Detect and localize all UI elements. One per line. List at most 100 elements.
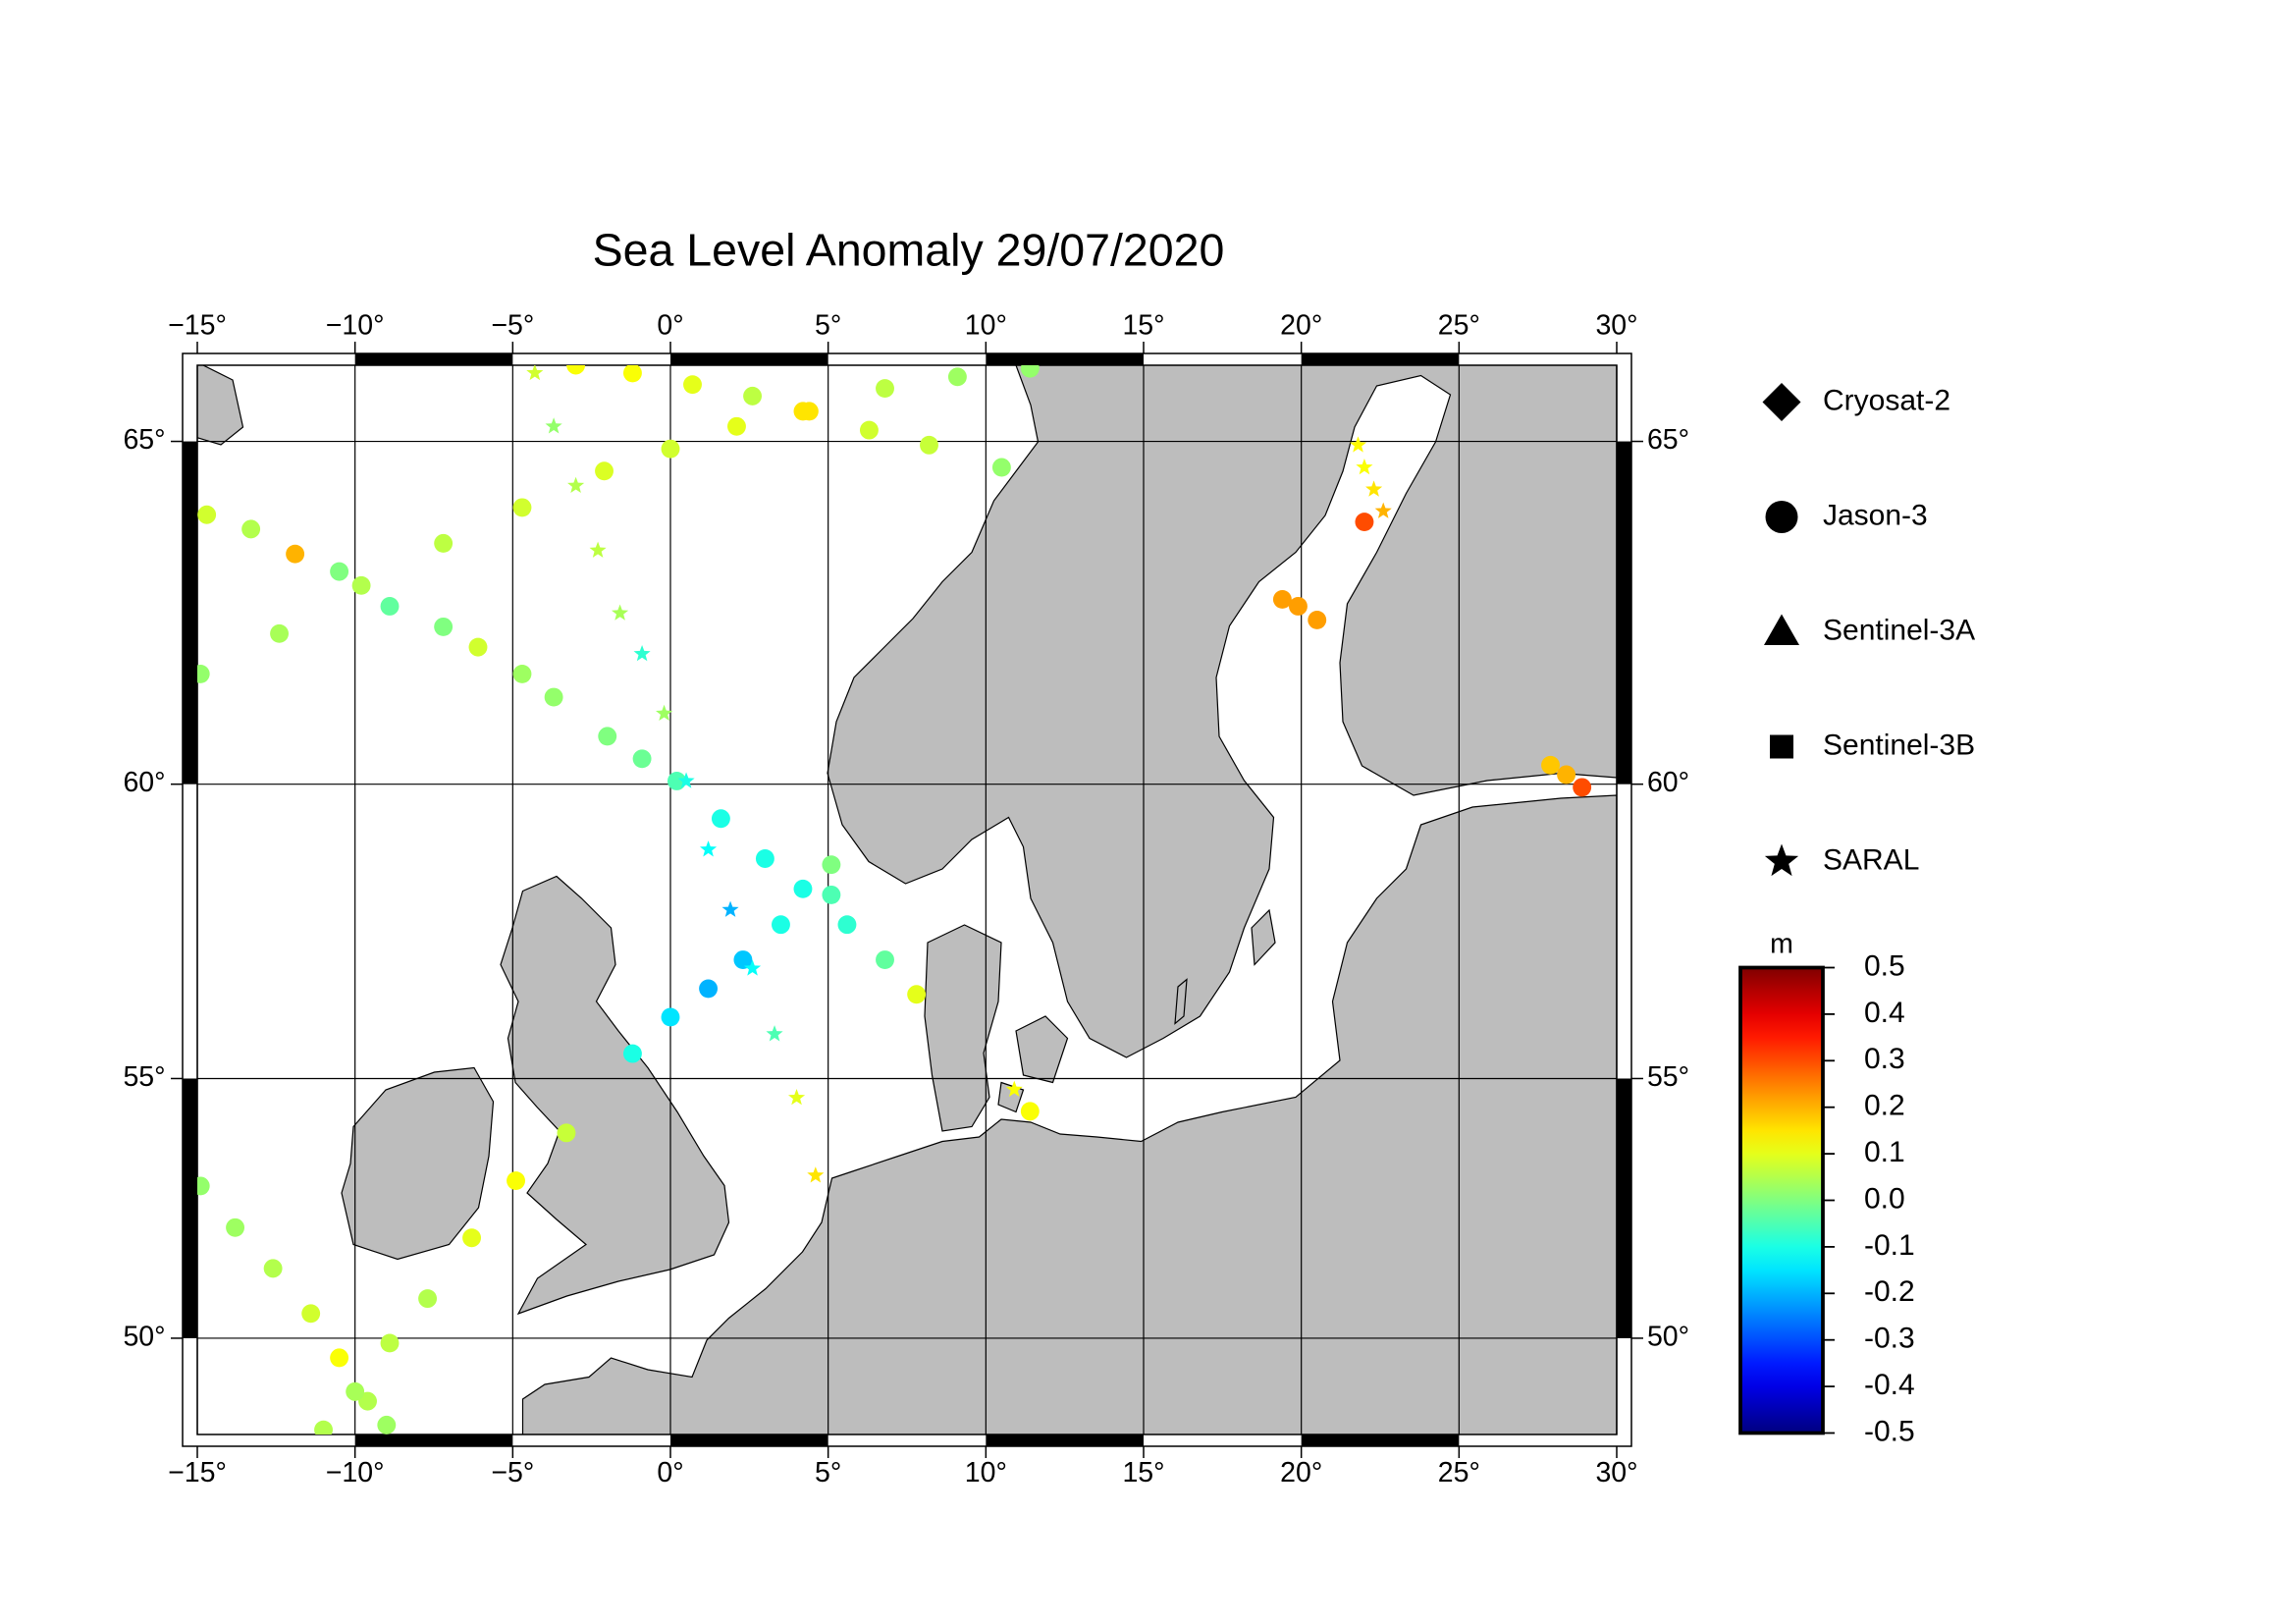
land-jutland [924, 924, 1002, 1132]
x-tick-label: 25° [1438, 310, 1480, 342]
circle-point [512, 498, 532, 517]
circle-point [598, 727, 617, 746]
x-tick-label: −15° [168, 1457, 227, 1488]
x-tick-label: 10° [965, 310, 1007, 342]
circle-point [330, 1348, 349, 1368]
circle-point [793, 879, 813, 898]
y-tick-label: 55° [1647, 1061, 1689, 1093]
circle-point [876, 950, 894, 969]
circle-point [699, 979, 719, 999]
circle-point [351, 575, 371, 595]
circle-point [557, 1123, 576, 1143]
star-point [633, 644, 651, 662]
star-point [589, 541, 607, 558]
star-point [526, 365, 544, 381]
legend-symbol [1762, 383, 1801, 421]
circle-point [286, 544, 305, 564]
circle-point [1272, 589, 1292, 609]
legend-symbol [1765, 501, 1798, 533]
circle-point [622, 365, 642, 383]
circle-point [772, 915, 790, 935]
land-ireland [341, 1066, 495, 1261]
colorbar-tick-label: 0.1 [1864, 1136, 1905, 1168]
frame-bar [354, 353, 513, 365]
colorbar-tick-label: -0.4 [1864, 1369, 1915, 1401]
circle-point [743, 386, 762, 406]
circle-point [920, 435, 938, 455]
circle-point [632, 749, 652, 769]
x-tick-label: 0° [657, 310, 683, 342]
circle-point [1308, 610, 1327, 629]
circle-point [512, 664, 532, 683]
circle-point [755, 849, 774, 868]
circle-point [314, 1420, 333, 1434]
y-tick-label: 65° [1647, 424, 1689, 456]
star-point [807, 1166, 825, 1183]
circle-point [544, 687, 563, 707]
x-tick-label: 15° [1122, 1457, 1164, 1488]
circle-point [1557, 765, 1576, 784]
x-tick-label: 30° [1595, 310, 1637, 342]
circle-point [468, 637, 488, 657]
land-zealand [1015, 1015, 1069, 1084]
land-gotland [1251, 908, 1276, 966]
circle-point [822, 885, 841, 904]
colorbar: m 0.5 0.4 0.3 0.2 0.1 0.0 -0.1 -0.2 -0.3 -0.4 -0.5 [1738, 929, 1915, 1447]
star-point [1356, 459, 1373, 475]
circle-point [380, 1333, 400, 1353]
colorbar-tick-label: -0.1 [1864, 1229, 1915, 1262]
circle-point [418, 1289, 438, 1309]
circle-point [263, 1259, 283, 1278]
circle-point [380, 597, 400, 616]
frame-bar [1617, 441, 1632, 784]
circle-point [462, 1228, 482, 1248]
colorbar-tick-label: 0.0 [1864, 1182, 1905, 1215]
frame-bar [986, 1434, 1145, 1446]
circle-point [1541, 755, 1560, 775]
frame-bar [670, 1434, 828, 1446]
map-border [196, 364, 1618, 1435]
frame-bar [1301, 353, 1460, 365]
circle-point [1020, 365, 1040, 378]
circle-point [622, 1044, 642, 1063]
circle-point [301, 1304, 321, 1324]
circle-point [358, 1391, 377, 1411]
legend-label: Sentinel-3A [1823, 614, 1975, 646]
y-tick-label: 65° [123, 424, 165, 456]
star-point [1374, 502, 1392, 518]
star-point [766, 1025, 783, 1042]
frame-bar [183, 1078, 198, 1338]
legend-symbol [1764, 843, 1799, 877]
circle-point [241, 519, 261, 539]
circle-point [434, 533, 454, 553]
x-tick-label: −15° [168, 310, 227, 342]
land-oland [1174, 978, 1188, 1025]
x-tick-label: 30° [1595, 1457, 1637, 1488]
star-point [699, 840, 718, 857]
x-tick-label: −10° [326, 310, 385, 342]
star-point [743, 959, 762, 976]
frame-bar [1617, 1078, 1632, 1338]
legend: Cryosat-2 Jason-3 Sentinel-3A Sentinel-3B SA… [1762, 383, 1975, 877]
circle-point [330, 562, 349, 581]
x-tick-label: −5° [491, 1457, 534, 1488]
chart-title: Sea Level Anomaly 29/07/2020 [593, 224, 1225, 275]
colorbar-tick-label: 0.3 [1864, 1043, 1905, 1075]
y-tick-label: 55° [123, 1061, 165, 1093]
legend-label: SARAL [1823, 843, 1919, 876]
circle-point [859, 420, 879, 440]
colorbar-tick-label: 0.5 [1864, 949, 1905, 982]
star-point [721, 900, 739, 917]
circle-point [661, 439, 680, 459]
y-tick-label: 60° [1647, 767, 1689, 798]
circle-point [683, 375, 702, 395]
land-mainland [521, 794, 1618, 1434]
x-tick-label: 0° [657, 1457, 683, 1488]
x-tick-label: −10° [326, 1457, 385, 1488]
star-point [545, 417, 562, 434]
legend-symbol [1764, 614, 1800, 645]
x-tick-label: 5° [815, 1457, 841, 1488]
x-tick-label: −5° [491, 310, 534, 342]
circle-point [197, 1176, 210, 1196]
x-tick-label: 20° [1280, 1457, 1322, 1488]
